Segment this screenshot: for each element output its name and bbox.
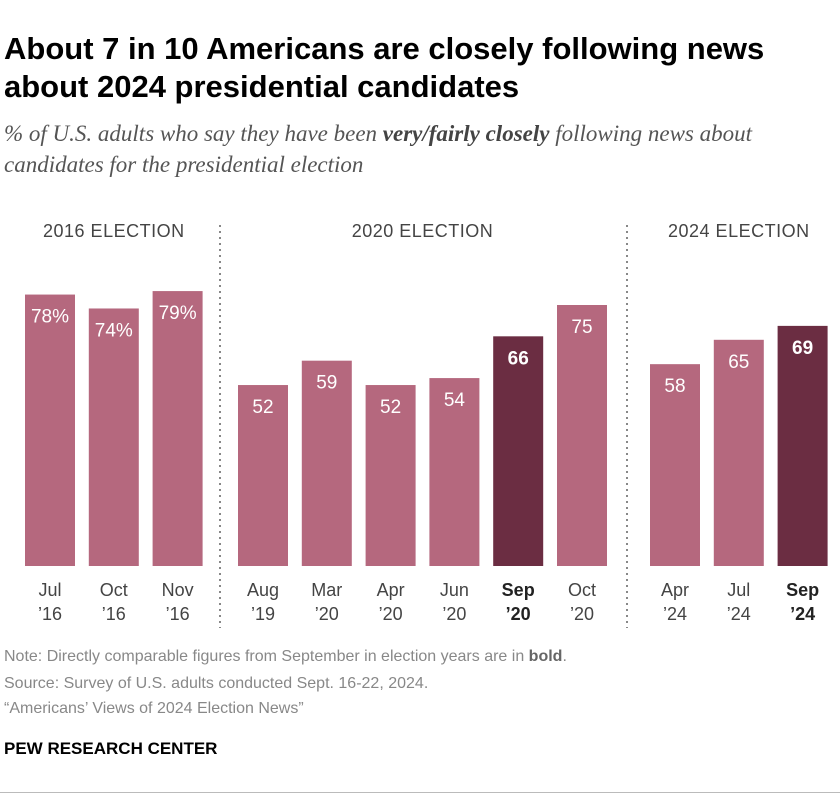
value-label: 59 <box>316 373 337 394</box>
bar <box>493 336 544 566</box>
x-tick-label: Jul ’24 <box>726 580 751 624</box>
brand: PEW RESEARCH CENTER <box>4 739 218 758</box>
value-label: 75 <box>571 317 592 338</box>
x-tick-label: Nov ’16 <box>161 580 194 624</box>
value-label: 69 <box>792 338 813 359</box>
note-text: Note: Directly comparable figures from S… <box>4 648 529 665</box>
x-tick-label: Aug ’19 <box>246 580 280 624</box>
x-tick-label: Apr ’24 <box>660 580 689 624</box>
value-label: 74% <box>95 320 133 341</box>
bar <box>152 291 203 566</box>
value-label: 78% <box>31 307 69 328</box>
note-text: . <box>562 648 567 665</box>
group-label: 2016 ELECTION <box>43 221 185 241</box>
chart-subtitle: % of U.S. adults who say they have been … <box>4 118 824 180</box>
bar <box>25 294 75 566</box>
value-label: 65 <box>728 352 749 373</box>
x-tick-label: Sep ’24 <box>786 580 820 624</box>
subtitle-text: following news about candidates for the … <box>4 121 752 177</box>
x-tick-label: Oct ’16 <box>99 580 128 624</box>
chart-title: About 7 in 10 Americans are closely foll… <box>4 31 765 104</box>
subtitle-text: % of U.S. adults who say they have been <box>4 121 383 146</box>
bar <box>301 360 352 566</box>
source: Source: Survey of U.S. adults conducted … <box>4 675 429 692</box>
x-tick-label: Mar ’20 <box>311 580 343 624</box>
x-tick-label: Jun ’20 <box>439 580 469 624</box>
bar <box>365 385 416 566</box>
bar <box>713 339 764 566</box>
x-tick-label: Jul ’16 <box>37 580 63 624</box>
bar <box>557 305 607 566</box>
x-tick-label: Apr ’20 <box>376 580 405 624</box>
value-label: 66 <box>508 348 529 369</box>
bar <box>238 385 288 566</box>
note-bold: bold <box>528 648 563 665</box>
bar <box>777 325 828 566</box>
value-label: 54 <box>444 390 466 411</box>
bottom-rule <box>0 792 840 793</box>
subtitle-emphasis: very/fairly closely <box>382 121 550 146</box>
value-label: 79% <box>159 303 197 324</box>
value-label: 58 <box>664 376 685 397</box>
value-label: 52 <box>380 397 401 418</box>
report: “Americans’ Views of 2024 Election News” <box>4 700 304 717</box>
note: Note: Directly comparable figures from S… <box>4 648 567 666</box>
value-label: 52 <box>252 397 273 418</box>
bar <box>88 308 139 566</box>
group-label: 2020 ELECTION <box>351 221 494 241</box>
x-tick-label: Sep ’20 <box>501 580 535 624</box>
group-label: 2024 ELECTION <box>668 221 810 241</box>
x-tick-label: Oct ’20 <box>567 580 596 624</box>
bar <box>650 364 700 566</box>
bar <box>429 378 480 566</box>
